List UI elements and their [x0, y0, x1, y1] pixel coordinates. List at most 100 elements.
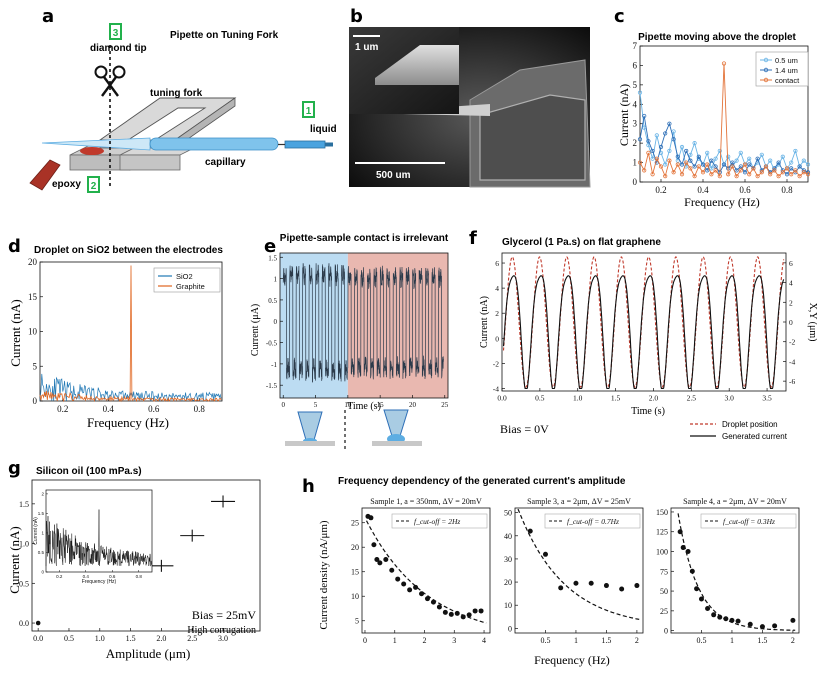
chart-h2-point	[634, 583, 640, 589]
chart-h3-point	[790, 617, 796, 623]
badge-3	[109, 23, 122, 40]
chart-f-xlabel: Time (s)	[631, 406, 665, 417]
chart-c-point	[650, 156, 655, 161]
panel-letter-b: b	[350, 6, 363, 27]
chart-h1-frame	[361, 507, 491, 634]
chart-e-ytick-label: 1	[274, 276, 278, 284]
legend-f-current-label: Generated current	[722, 432, 788, 441]
legend-f-droplet-label: Droplet position	[722, 420, 778, 429]
chart-h3-point	[735, 618, 741, 624]
chart-c-point	[793, 148, 798, 154]
capillary-tube	[149, 137, 279, 151]
syringe-body	[284, 140, 326, 149]
chart-h1-point	[383, 556, 389, 562]
chart-h1-xtick-label: 4	[482, 636, 486, 645]
chart-f-frame	[501, 252, 787, 392]
chart-g-inset-ylabel: Current (nA)	[33, 517, 39, 545]
chart-h1-point	[454, 610, 460, 616]
chart-c-point	[671, 170, 676, 175]
chart-h3-point	[717, 614, 723, 620]
chart-c-point	[738, 168, 743, 173]
chart-c-xtick-label: 0.2	[655, 185, 666, 195]
chart-f-ylabel: Current (nA)	[479, 296, 490, 348]
chart-h3-ytick-label: 125	[656, 528, 668, 537]
scale-bar-small-label: 1 um	[355, 42, 378, 53]
chart-c-point	[709, 166, 714, 171]
chart-h2-fit	[517, 508, 640, 620]
chart-h3-point	[689, 568, 695, 574]
chart-c-title: Pipette moving above the droplet	[638, 32, 796, 43]
chart-c-point	[696, 164, 701, 169]
chart-f-y2tick-label: 0	[789, 318, 793, 327]
chart-h1-point	[407, 587, 413, 593]
chart-e-xtick-label: 5	[314, 401, 318, 409]
chart-h1-xtick-label: 3	[452, 636, 456, 645]
chart-c-point	[805, 172, 811, 177]
chart-c-ylabel: Current (nA)	[617, 84, 631, 146]
chart-c-ytick-label: 6	[633, 60, 638, 70]
chart-g-inset-ytick-label: 0	[41, 570, 44, 575]
chart-c-point	[789, 160, 794, 165]
chart-d-ytick-label: 5	[33, 361, 38, 371]
scale-bar-large-label: 500 um	[376, 170, 411, 181]
chart-c-xlabel: Frequency (Hz)	[684, 195, 760, 209]
chart-c-ytick-label: 3	[633, 119, 638, 129]
chart-h1-point	[448, 611, 454, 617]
chart-h1-point	[466, 612, 472, 618]
chart-f-series-droplet	[502, 256, 785, 388]
chart-c-point	[726, 172, 731, 177]
chart-g-plot: 0.0 0.5 1.0 1.5 2.0 2.5 3.0 0.0 0.5 1.0 1.5 0.2 0.4 0…	[19, 479, 261, 643]
chart-c-point	[763, 164, 769, 169]
chart-c-point	[780, 154, 785, 159]
chart-d-ytick-label: 0	[33, 396, 38, 406]
chart-c-point	[688, 158, 693, 163]
chart-h3-frame	[670, 507, 800, 634]
chart-h1-point	[460, 614, 466, 620]
chart-c-point	[692, 164, 697, 169]
panel-letter-a: a	[42, 6, 54, 27]
chart-c-point	[637, 160, 643, 165]
chart-g-inset-ytick-label: 2	[41, 491, 44, 496]
chart-e-frame	[279, 252, 449, 399]
chart-h1-xtick-label: 2	[423, 636, 427, 645]
chart-c-point	[650, 172, 655, 177]
chart-c-point	[738, 164, 743, 169]
chart-c-point	[747, 156, 752, 161]
chart-c-point	[797, 174, 802, 179]
chart-h2-title: Sample 3, a = 2μm, ΔV = 25mV	[527, 497, 631, 506]
chart-e-ytick-label: 1.5	[268, 254, 277, 262]
chart-c-point	[654, 156, 659, 161]
panel-letter-e: e	[264, 236, 276, 257]
panel-f: f Glycerol (1 Pa.s) on flat graphene 0.0…	[469, 228, 817, 441]
chart-e-xtick-label: 0	[281, 401, 285, 409]
chart-e-ytick-label: -1.5	[266, 382, 278, 390]
chart-c-point	[692, 141, 697, 146]
chart-c-point	[721, 61, 727, 66]
panel-d: d Droplet on SiO2 between the electrodes…	[8, 236, 223, 430]
chart-h1-point	[401, 581, 407, 587]
chart-g-annotation-bias: Bias = 25mV	[192, 608, 256, 622]
chart-h-title: Frequency dependency of the generated cu…	[338, 476, 626, 487]
chart-h1-point	[389, 567, 395, 573]
chart-g-ylabel: Current (nA)	[7, 526, 22, 594]
chart-h3-xtick-label: 0.5	[696, 636, 706, 645]
chart-f-xtick-label: 3.5	[762, 394, 772, 403]
chart-c-point	[684, 148, 689, 154]
chart-c-point	[688, 166, 693, 171]
chart-c-point	[730, 160, 735, 165]
panel-b: b 1 um 500 um	[349, 6, 591, 188]
chart-d-ytick-label: 20	[28, 257, 38, 267]
chart-c-ytick-label: 2	[633, 138, 638, 148]
chart-g-xtick-label: 0.0	[33, 634, 43, 643]
chart-h2-xtick-label: 1	[574, 636, 578, 645]
chart-g-ytick-label: 0.5	[19, 579, 29, 588]
chart-h2-ytick-label: 40	[504, 532, 512, 541]
chart-c-point	[637, 137, 643, 142]
chart-c-legend-label: contact	[775, 76, 800, 85]
chart-h3-ytick-label: 150	[656, 508, 668, 517]
chart-c-point	[663, 174, 668, 179]
chart-c-point	[738, 150, 743, 155]
fork-base-2-front	[119, 154, 181, 171]
chart-h3-point	[747, 621, 753, 627]
